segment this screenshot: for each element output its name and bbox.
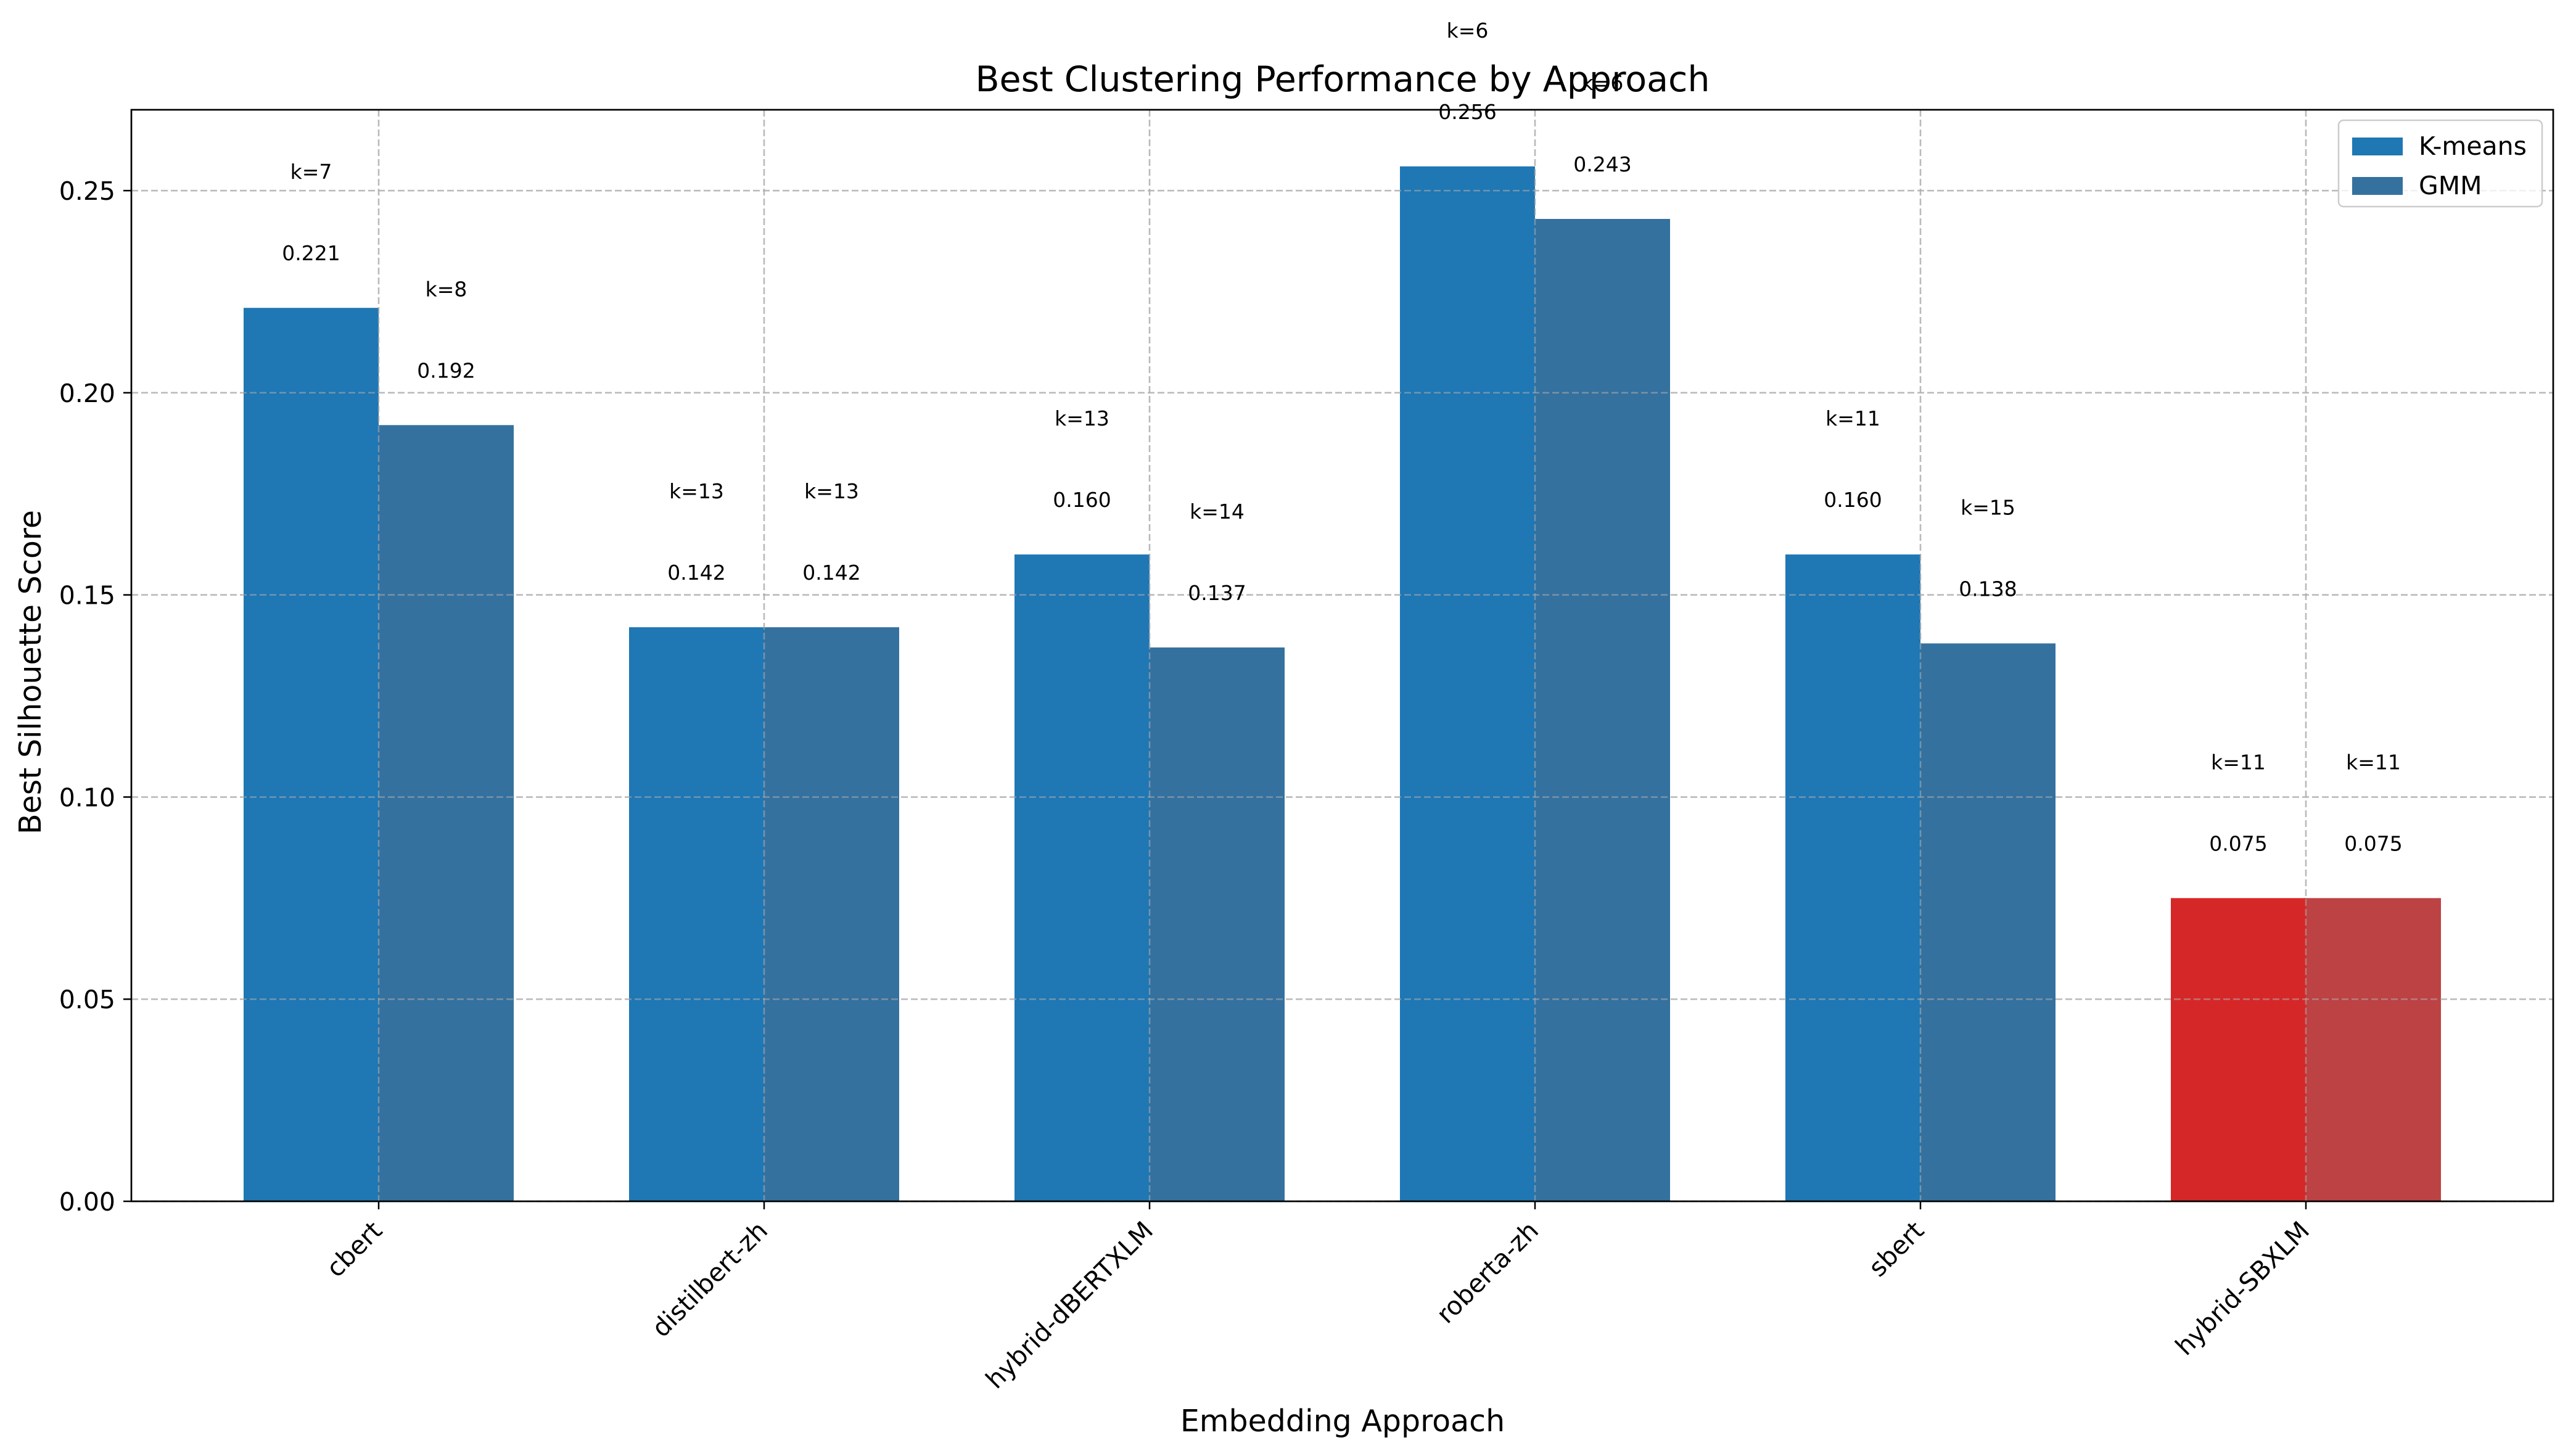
gmm-bar-hybrid-dBERTXLM — [1150, 647, 1285, 1201]
k-label: k=13 — [804, 479, 859, 503]
k-label: k=7 — [290, 160, 332, 184]
value-label: 0.192 — [417, 358, 475, 382]
k-label: k=11 — [2211, 750, 2266, 774]
kmeans-bar-distilbert-zh — [629, 627, 764, 1201]
k-label: k=6 — [1582, 71, 1624, 95]
kmeans-bar-hybrid-SBXLM — [2171, 898, 2306, 1201]
plot-frame — [130, 109, 2554, 1203]
y-tick-label: 0.20 — [59, 379, 115, 408]
k-label: k=6 — [1447, 19, 1489, 43]
bars — [244, 166, 2441, 1202]
legend-swatch-kmeans — [2352, 138, 2403, 155]
value-label: 0.138 — [1959, 577, 2017, 601]
k-label: k=13 — [669, 479, 724, 503]
value-label: 0.075 — [2344, 831, 2402, 855]
y-tick-label: 0.15 — [59, 581, 115, 611]
gmm-bar-hybrid-SBXLM — [2306, 898, 2441, 1201]
kmeans-bar-roberta-zh — [1400, 166, 1535, 1201]
value-label: 0.221 — [282, 241, 340, 265]
gmm-bar-cbert — [379, 425, 514, 1202]
k-label: k=14 — [1190, 500, 1245, 524]
k-label: k=11 — [2346, 750, 2401, 774]
y-tick-label: 0.25 — [59, 176, 115, 206]
gmm-bar-distilbert-zh — [764, 627, 899, 1201]
y-tick-label: 0.05 — [59, 985, 115, 1014]
kmeans-bar-sbert — [1785, 554, 1920, 1201]
legend-label-gmm: GMM — [2419, 171, 2482, 200]
annotations: 0.221 k=7 0.192 k=8 0.142 k=13 0.142 k=13 0.160 k… — [131, 19, 2553, 1203]
y-tick-label: 0.00 — [59, 1187, 115, 1217]
value-label: 0.160 — [1824, 488, 1882, 512]
value-label: 0.243 — [1573, 152, 1631, 176]
value-label: 0.160 — [1053, 488, 1111, 512]
k-label: k=13 — [1055, 406, 1109, 430]
kmeans-bar-hybrid-dBERTXLM — [1014, 554, 1150, 1201]
k-label: k=15 — [1961, 495, 2015, 519]
kmeans-bar-cbert — [244, 308, 379, 1202]
value-label: 0.256 — [1438, 100, 1496, 124]
legend-label-kmeans: K-means — [2419, 131, 2527, 161]
y-tick-label: 0.10 — [59, 783, 115, 812]
legend: K-means GMM — [2337, 119, 2543, 208]
x-axis-label: Embedding Approach — [1180, 1404, 1505, 1439]
chart-title: Best Clustering Performance by Approach — [975, 59, 1710, 100]
value-label: 0.142 — [667, 561, 725, 585]
k-label: k=8 — [426, 277, 467, 301]
value-label: 0.142 — [802, 561, 860, 585]
gmm-bar-roberta-zh — [1535, 219, 1670, 1201]
legend-swatch-gmm — [2352, 177, 2403, 195]
y-axis-label: Best Silhouette Score — [13, 510, 48, 834]
k-label: k=11 — [1825, 406, 1880, 430]
value-label: 0.075 — [2209, 831, 2267, 855]
value-label: 0.137 — [1188, 581, 1246, 605]
gmm-bar-sbert — [1920, 643, 2056, 1201]
